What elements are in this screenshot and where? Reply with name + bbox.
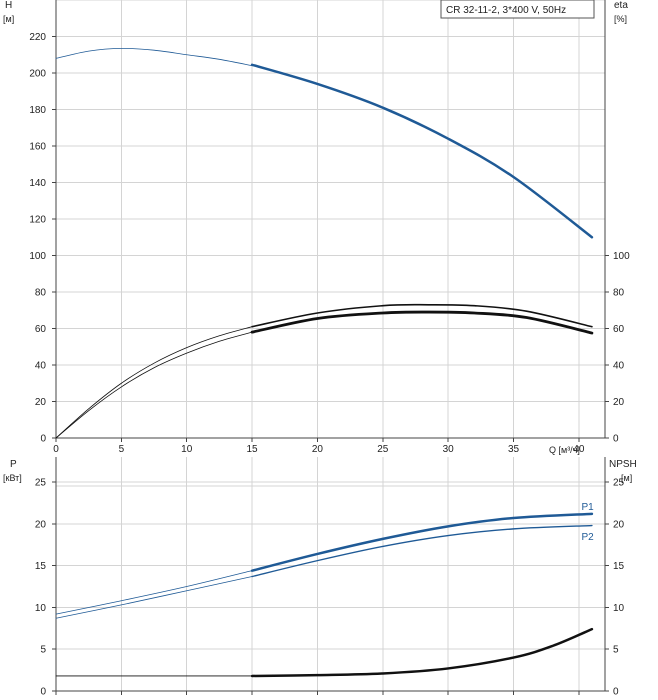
x-tick-label: 25	[377, 444, 389, 455]
chart-title: CR 32-11-2, 3*400 V, 50Hz	[446, 5, 566, 16]
right-y-tick-label: 60	[613, 324, 625, 335]
right-y-tick-label: 0	[613, 434, 619, 445]
top-grid	[56, 0, 605, 438]
right-y-tick-label: 20	[613, 519, 625, 530]
series-line-eta-outer-thick	[251, 303, 593, 328]
x-tick-label: 20	[312, 444, 324, 455]
right-y-tick-label: 80	[613, 288, 625, 299]
x-tick-label: 15	[247, 444, 259, 455]
top-axes	[52, 0, 609, 442]
series-line-eta-inner-thin	[55, 331, 253, 439]
left-y-tick-label: 0	[40, 434, 46, 445]
left-y-tick-label: 25	[35, 478, 47, 489]
right-y-tick-label: 100	[613, 251, 630, 262]
right-y-tick-label: 10	[613, 603, 625, 614]
bottom-curve-labels: P1 P2	[581, 502, 594, 543]
top-panel: 0 5 10 15 20 25 30 35 40 0 20 40 60 80 100 120 140 160 180…	[3, 0, 630, 455]
left-y-tick-label: 60	[35, 324, 47, 335]
bottom-axes	[52, 457, 609, 695]
left-y-tick-label: 180	[29, 105, 46, 116]
series-line-P1-thick	[250, 512, 594, 572]
curve-label-p1: P1	[581, 502, 594, 513]
x-tick-label: 10	[181, 444, 193, 455]
top-left-axis-label: H [м]	[3, 0, 14, 24]
curve-label-p2: P2	[581, 532, 594, 543]
left-y-tick-label: 10	[35, 603, 47, 614]
left-y-tick-label: 140	[29, 178, 46, 189]
left-y-tick-label: 120	[29, 215, 46, 226]
x-tick-label: 0	[53, 444, 59, 455]
left-y-tick-label: 100	[29, 251, 46, 262]
series-line-P2-thin	[55, 576, 253, 619]
bottom-left-axis-label: P [кВт]	[3, 459, 22, 483]
right-y-tick-label: 40	[613, 361, 625, 372]
top-series	[55, 47, 594, 439]
right-y-tick-label: 15	[613, 561, 625, 572]
left-y-tick-label: 200	[29, 69, 46, 80]
bottom-series	[55, 512, 594, 678]
left-y-tick-label: 5	[40, 645, 46, 656]
series-line-H-thick	[250, 63, 594, 239]
right-y-tick-label: 5	[613, 645, 619, 656]
left-y-tick-label: 20	[35, 519, 47, 530]
top-left-axis-label-line2: [м]	[3, 14, 14, 24]
left-y-tick-label: 40	[35, 361, 47, 372]
x-tick-label: 30	[443, 444, 455, 455]
bottom-right-axis-label: NPSH [м]	[609, 459, 637, 483]
top-tick-labels: 0 5 10 15 20 25 30 35 40 0 20 40 60 80 100 120 140 160 180…	[29, 32, 630, 455]
top-right-axis-label-line1: eta	[614, 0, 628, 11]
bottom-tick-labels: 0 5 10 15 20 25 0 5 10 15 20 25	[35, 478, 625, 698]
bottom-grid	[56, 457, 605, 691]
top-right-axis-label-line2: [%]	[614, 14, 627, 24]
chart-title-frame	[440, 0, 595, 19]
bottom-right-axis-label-line2: [м]	[621, 473, 632, 483]
bottom-left-axis-label-line1: P	[10, 459, 17, 470]
top-right-axis-label: eta [%]	[614, 0, 628, 24]
bottom-left-axis-label-line2: [кВт]	[3, 473, 22, 483]
x-tick-label: 35	[508, 444, 520, 455]
top-left-axis-label-line1: H	[5, 0, 12, 11]
series-line-P2-thick	[251, 524, 593, 578]
left-y-tick-label: 15	[35, 561, 47, 572]
right-y-tick-label: 20	[613, 397, 625, 408]
series-line-P1-thin	[55, 570, 253, 615]
x-axis-label: Q [м³/ч]	[549, 445, 580, 455]
left-y-tick-label: 160	[29, 142, 46, 153]
left-y-tick-label: 20	[35, 397, 47, 408]
x-tick-label: 40	[573, 444, 585, 455]
series-line-NPSH-thick	[250, 627, 594, 678]
bottom-right-axis-label-line1: NPSH	[609, 459, 637, 470]
series-line-eta-inner-thick	[250, 310, 594, 335]
x-tick-label: 5	[119, 444, 125, 455]
left-y-tick-label: 80	[35, 288, 47, 299]
series-line-H-thin	[55, 47, 253, 67]
right-y-tick-label: 25	[613, 478, 625, 489]
chart-title-box: CR 32-11-2, 3*400 V, 50Hz	[440, 0, 595, 19]
right-y-tick-label: 0	[613, 687, 619, 698]
bottom-panel: 0 5 10 15 20 25 0 5 10 15 20 25 P [кВт] NPSH [м] P1…	[3, 457, 637, 698]
left-y-tick-label: 0	[40, 687, 46, 698]
series-line-eta-outer-thin	[55, 326, 253, 439]
left-y-tick-label: 220	[29, 32, 46, 43]
